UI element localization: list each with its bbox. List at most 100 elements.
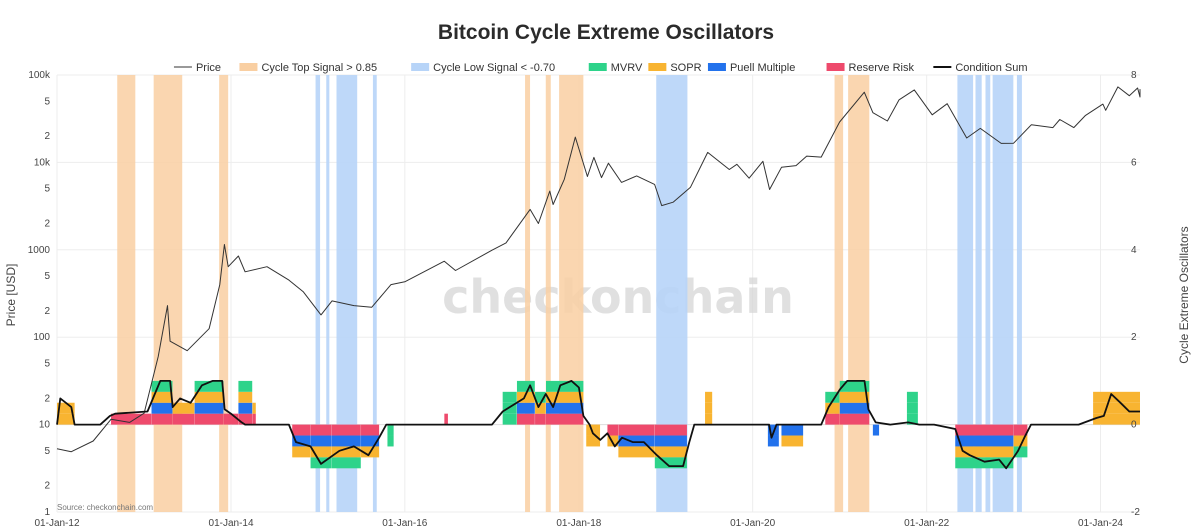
bar-reserve-risk-positive (172, 413, 195, 425)
bar-reserve-risk-negative (310, 424, 332, 436)
bar-reserve-risk-positive (223, 413, 239, 425)
oscillator-bars (57, 380, 1140, 469)
cycle-top-band (848, 75, 870, 512)
bar-sopr-positive (546, 391, 584, 403)
legend-item-cycle-top-signal-0-85[interactable]: Cycle Top Signal > 0.85 (239, 62, 377, 74)
bar-puell-multiple-negative (331, 435, 361, 447)
y2-tick-label: 2 (1131, 332, 1137, 343)
legend-swatch (588, 63, 607, 71)
bar-reserve-risk-positive (546, 413, 584, 425)
bar-reserve-risk-negative (618, 424, 655, 436)
bar-sopr-negative (654, 446, 687, 458)
bar-puell-multiple-negative (955, 435, 1014, 447)
y-tick-label: 5 (44, 446, 50, 457)
bar-mvrv-positive (535, 391, 546, 403)
chart-title: Bitcoin Cycle Extreme Oscillators (438, 21, 774, 44)
bar-mvrv-positive (151, 380, 173, 392)
bar-puell-multiple-positive (839, 402, 870, 414)
y2-tick-label: -2 (1131, 507, 1140, 518)
cycle-low-band (1016, 75, 1022, 512)
bar-mvrv-positive (502, 413, 517, 425)
bar-sopr-positive (172, 402, 195, 414)
y2-tick-label: 6 (1131, 157, 1137, 168)
bar-reserve-risk-negative (1013, 424, 1028, 436)
cycle-low-band (372, 75, 377, 512)
legend-swatch (707, 63, 726, 71)
cycle-top-band (117, 75, 136, 512)
bar-sopr-negative (331, 446, 361, 458)
bar-sopr-positive (535, 402, 546, 414)
bar-reserve-risk-positive (151, 413, 173, 425)
cycle-low-band (975, 75, 982, 512)
y2-tick-label: 4 (1131, 245, 1137, 256)
bar-sopr-positive (1093, 391, 1140, 403)
bar-sopr-positive (705, 402, 713, 414)
x-axis-ticks: 01-Jan-12 01-Jan-14 01-Jan-16 01-Jan-18 01-J… (34, 518, 1123, 529)
bar-reserve-risk-positive (825, 413, 840, 425)
legend-item-sopr[interactable]: SOPR (648, 62, 702, 74)
bar-mvrv-positive (839, 380, 870, 392)
y2-tick-label: 0 (1131, 420, 1137, 431)
bar-puell-multiple-negative (872, 424, 880, 436)
x-tick-label: 01-Jan-22 (904, 518, 949, 529)
bar-puell-multiple-negative (618, 435, 655, 447)
cycle-low-band (992, 75, 1014, 512)
bar-sopr-negative (586, 424, 601, 436)
bar-sopr-positive (57, 413, 75, 425)
x-tick-label: 01-Jan-24 (1078, 518, 1123, 529)
y-tick-label: 2 (44, 481, 50, 492)
x-tick-label: 01-Jan-12 (34, 518, 79, 529)
bar-mvrv-positive (906, 413, 918, 425)
cycle-low-band (985, 75, 991, 512)
bar-mvrv-positive (502, 391, 517, 403)
legend-item-condition-sum[interactable]: Condition Sum (933, 62, 1028, 74)
legend-item-reserve-risk[interactable]: Reserve Risk (826, 62, 915, 74)
legend-label: Price (196, 62, 221, 74)
legend-item-cycle-low-signal-0-70[interactable]: Cycle Low Signal < -0.70 (411, 62, 555, 74)
legend-item-price[interactable]: Price (173, 62, 221, 74)
y-tick-label: 2 (44, 306, 50, 317)
y-tick-label: 100k (28, 70, 51, 81)
bar-sopr-negative (618, 446, 655, 458)
cycle-low-band (315, 75, 321, 512)
source-note: Source: checkonchain.com (57, 503, 153, 512)
bar-puell-multiple-positive (238, 402, 253, 414)
bar-sopr-positive (238, 391, 253, 403)
bar-reserve-risk-positive (535, 413, 546, 425)
cycle-low-band (957, 75, 974, 512)
cycle-top-band (219, 75, 229, 512)
bar-mvrv-positive (825, 391, 840, 403)
bar-sopr-negative (1013, 435, 1028, 447)
y-axis-label: Price [USD] (4, 264, 18, 327)
bar-reserve-risk-negative (292, 424, 311, 436)
bar-mvrv-negative (1013, 446, 1028, 458)
legend-swatch (239, 63, 258, 71)
bar-sopr-positive (57, 402, 75, 414)
bar-reserve-risk-positive (252, 413, 256, 425)
y-tick-label: 1000 (28, 245, 51, 256)
legend-label: Reserve Risk (849, 62, 915, 74)
bar-sopr-positive (252, 402, 256, 414)
legend-item-puell-multiple[interactable]: Puell Multiple (707, 62, 795, 74)
legend-swatch (411, 63, 430, 71)
y-tick-label: 10 (39, 420, 51, 431)
bar-sopr-positive (1093, 413, 1140, 425)
bar-puell-multiple-negative (292, 435, 311, 447)
bar-mvrv-negative (387, 435, 394, 447)
bar-sopr-negative (607, 435, 619, 447)
x-tick-label: 01-Jan-16 (382, 518, 427, 529)
y-tick-label: 5 (44, 271, 50, 282)
bar-puell-multiple-negative (781, 424, 804, 436)
legend[interactable]: Price Cycle Top Signal > 0.85 Cycle Low Si… (173, 62, 1028, 74)
bar-puell-multiple-positive (151, 402, 173, 414)
bar-mvrv-positive (516, 380, 535, 392)
legend-label: Puell Multiple (730, 62, 795, 74)
bar-sopr-positive (705, 391, 713, 403)
y2-axis-ticks: -2 0 2 4 6 8 (1131, 70, 1140, 518)
cycle-low-band (326, 75, 330, 512)
bar-reserve-risk-negative (331, 424, 361, 436)
bar-sopr-positive (516, 391, 535, 403)
legend-item-mvrv[interactable]: MVRV (588, 62, 643, 74)
bar-mvrv-positive (906, 391, 918, 403)
